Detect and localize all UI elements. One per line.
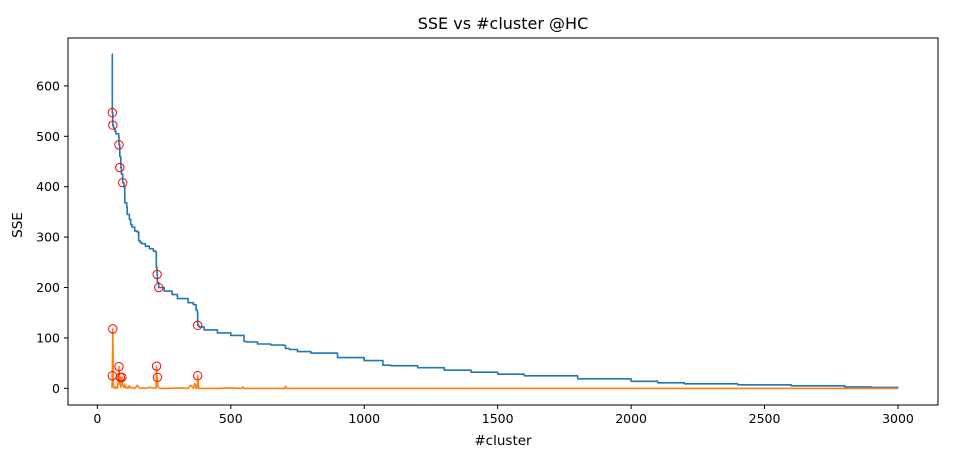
plot-frame [67,37,939,406]
highlight-marker [114,361,124,372]
highlight-marker [152,372,163,382]
highlight-marker [115,162,125,173]
x-axis-label: #cluster [474,433,532,449]
y-tick-label: 500 [36,129,60,144]
marker-layer [107,107,203,382]
x-tick-label: 1500 [482,411,514,426]
x-tick-label: 2500 [749,411,781,426]
highlight-marker [108,324,118,334]
y-tick-label: 200 [36,280,60,295]
y-tick-label: 100 [36,330,60,345]
highlight-marker [117,372,127,382]
y-axis-label: SSE [10,212,26,238]
y-tick-label: 0 [52,381,60,396]
highlight-marker [107,107,118,118]
x-axis: 0 500 1000 1500 2000 2500 3000 [93,405,914,426]
highlight-marker [108,120,118,130]
highlight-marker [192,371,203,381]
y-tick-label: 300 [36,230,60,245]
x-tick-label: 500 [219,411,243,426]
highlight-marker [152,269,162,280]
delta-series-line [111,328,898,390]
highlight-marker [118,177,128,188]
x-tick-label: 2000 [615,411,647,426]
series-layer [111,53,899,390]
x-tick-label: 1000 [348,411,380,426]
highlight-marker [154,282,164,293]
highlight-marker [114,140,124,150]
x-tick-label: 0 [93,411,101,426]
plot-area: 0 500 1000 1500 2000 2500 3000 0 100 200 300 400 50… [36,37,939,426]
highlight-marker [151,361,162,371]
y-tick-label: 400 [36,179,60,194]
chart-title: SSE vs #cluster @HC [418,14,589,33]
y-tick-label: 600 [36,78,60,93]
sse-series-line [111,53,899,389]
highlight-marker [192,320,203,331]
y-axis: 0 100 200 300 400 500 600 [36,78,68,396]
x-tick-label: 3000 [882,411,914,426]
